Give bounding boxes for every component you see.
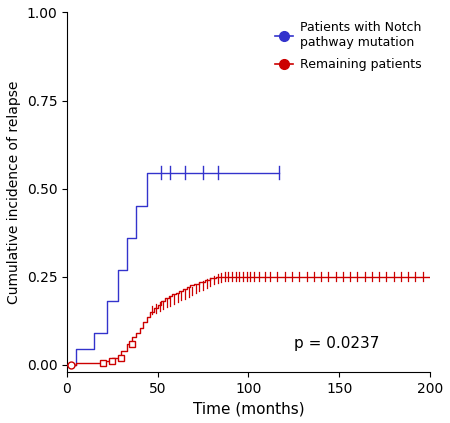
Y-axis label: Cumulative incidence of relapse: Cumulative incidence of relapse	[7, 80, 21, 304]
Legend: Patients with Notch
pathway mutation, Remaining patients: Patients with Notch pathway mutation, Re…	[270, 16, 426, 76]
X-axis label: Time (months): Time (months)	[193, 401, 304, 416]
Text: p = 0.0237: p = 0.0237	[294, 335, 379, 351]
